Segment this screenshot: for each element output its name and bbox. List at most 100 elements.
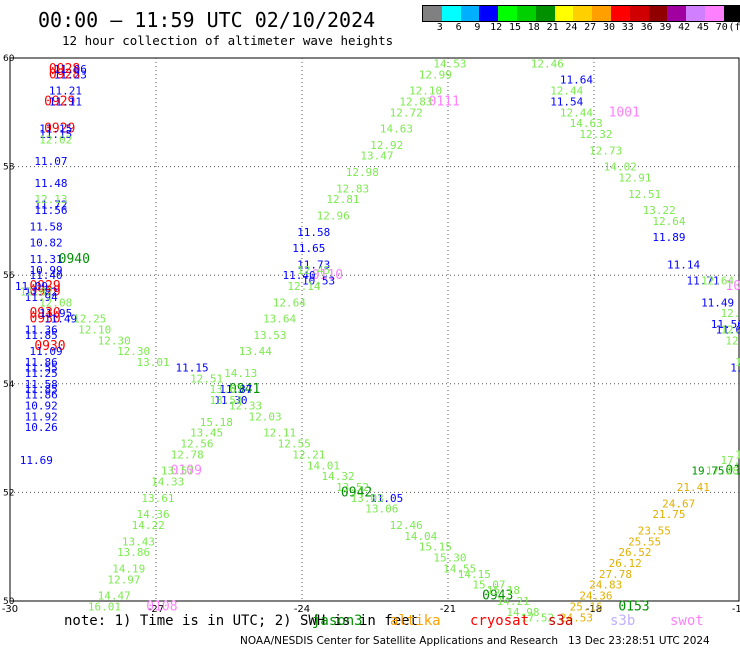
wave-height-label: 12.33 bbox=[229, 400, 262, 413]
wave-height-label: 12.19 bbox=[725, 334, 740, 347]
wave-height-label: 11.23 bbox=[54, 68, 87, 81]
colorbar-swatch bbox=[648, 6, 668, 21]
wave-height-label: 11.85 bbox=[25, 329, 58, 342]
wave-height-label: 12.21 bbox=[292, 448, 325, 461]
wave-height-label: 19.75 bbox=[691, 465, 724, 478]
wave-height-label: 11.14 bbox=[667, 258, 700, 271]
wave-height-label: 12.30 bbox=[98, 334, 131, 347]
wave-height-label: 14.33 bbox=[151, 476, 184, 489]
x-tick-label: -30 bbox=[2, 604, 18, 615]
pass-time-label: 0929 bbox=[29, 284, 60, 299]
wave-height-label: 11.25 bbox=[25, 367, 58, 380]
wave-height-label: 12.30 bbox=[721, 324, 740, 337]
wave-height-label: 12.73 bbox=[589, 144, 622, 157]
colorbar-label: 21 bbox=[546, 22, 559, 33]
wave-height-label: 12.92 bbox=[370, 139, 403, 152]
wave-height-label: 25.16 bbox=[570, 600, 603, 613]
pass-time-label: 0929 bbox=[44, 122, 75, 137]
wave-height-label: 17.28 bbox=[706, 465, 739, 478]
wave-height-label: 15.30 bbox=[433, 552, 466, 565]
wave-height-label: 11.11 bbox=[49, 95, 82, 108]
wave-height-label: 14.47 bbox=[98, 590, 131, 603]
wave-height-label: 11.21 bbox=[49, 85, 82, 98]
wave-height-label: 14.21 bbox=[497, 595, 530, 608]
wave-height-label: 11.87 bbox=[219, 383, 252, 396]
wave-height-label: 12.13 bbox=[34, 193, 67, 206]
wave-height-label: 12.98 bbox=[346, 166, 379, 179]
colorbar-label: 45 bbox=[696, 22, 710, 33]
satellite-swot: swot bbox=[670, 613, 704, 629]
colorbar-label: 27 bbox=[584, 22, 597, 33]
wave-height-label: 11.49 bbox=[701, 296, 734, 309]
pass-time-label: 0930 bbox=[29, 306, 60, 321]
pass-time-label: 0108 bbox=[146, 599, 177, 614]
wave-height-label: 12.55 bbox=[278, 438, 311, 451]
wave-height-label: 10.99 bbox=[29, 264, 62, 277]
wave-height-label: 12.30 bbox=[117, 345, 150, 358]
colorbar-label: 39 bbox=[659, 22, 672, 33]
wave-height-label: 10.53 bbox=[302, 275, 335, 288]
wave-height-label: 23.55 bbox=[638, 524, 671, 537]
wave-height-label: 11.58 bbox=[29, 220, 62, 233]
wave-height-label: 12.2 bbox=[735, 356, 740, 369]
pass-time-label: 0942 bbox=[341, 485, 372, 500]
pass-time-label: 0928 bbox=[49, 62, 80, 77]
colorbar-label: 42 bbox=[678, 22, 691, 33]
wave-height-label: 24.53 bbox=[560, 611, 593, 624]
wave-height-label: 11.15 bbox=[39, 128, 72, 141]
wave-height-label: 10.26 bbox=[25, 421, 58, 434]
colorbar-swatch bbox=[535, 6, 555, 21]
wave-height-label: 11.64 bbox=[560, 74, 593, 87]
colorbar-swatch bbox=[516, 6, 536, 21]
generated-timestamp: 13 Dec 23:28:51 UTC 2024 bbox=[568, 635, 710, 647]
wave-height-label: 12.83 bbox=[399, 95, 432, 108]
wave-height-label: 11.89 bbox=[652, 231, 685, 244]
colorbar-swatch bbox=[460, 6, 480, 21]
wave-height-label: 13.52 bbox=[336, 481, 369, 494]
wave-height-label: 12.56 bbox=[180, 438, 213, 451]
wave-height-label: 13.47 bbox=[360, 150, 393, 163]
wave-height-label: 12.91 bbox=[618, 171, 651, 184]
wave-height-label: 26.12 bbox=[609, 557, 642, 570]
wave-height-label: 25.55 bbox=[628, 535, 661, 548]
wave-height-label: 13.86 bbox=[117, 546, 150, 559]
wave-height-label: 13.53 bbox=[253, 329, 286, 342]
wave-height-label: 14.04 bbox=[404, 530, 437, 543]
wave-height-label: 11.55 bbox=[25, 362, 58, 375]
wave-height-label: 11.16 bbox=[730, 362, 740, 375]
wave-height-label: 11.92 bbox=[25, 410, 58, 423]
wave-height-label: 11.65 bbox=[292, 242, 325, 255]
pass-time-label: 0940 bbox=[59, 252, 90, 267]
wave-height-label: 11.15 bbox=[39, 123, 72, 136]
wave-height-label: 12.64 bbox=[701, 275, 734, 288]
wave-height-label: 12.03 bbox=[248, 410, 281, 423]
wave-height-label: 14.63 bbox=[570, 117, 603, 130]
wave-height-label: 12.25 bbox=[73, 313, 106, 326]
pass-time-label: 0941 bbox=[229, 382, 260, 397]
credit-line: NOAA/NESDIS Center for Satellite Applica… bbox=[240, 635, 710, 647]
pass-time-label: 0930 bbox=[34, 339, 65, 354]
colorbar-swatch bbox=[498, 6, 517, 21]
wave-height-label: 12.02 bbox=[39, 133, 72, 146]
wave-height-label: 10.92 bbox=[25, 400, 58, 413]
wave-height-label: 11.86 bbox=[25, 389, 58, 402]
colorbar-label: 33 bbox=[621, 22, 634, 33]
wave-height-label: 12.44 bbox=[550, 85, 583, 98]
wave-height-label: 13.61 bbox=[141, 492, 174, 505]
wave-height-label: 13.45 bbox=[190, 427, 223, 440]
wave-height-label: 11.69 bbox=[716, 324, 740, 337]
wave-height-label: 14.13 bbox=[224, 367, 257, 380]
wave-height-label: 27.78 bbox=[599, 568, 632, 581]
y-tick-label: 52 bbox=[3, 488, 14, 498]
wave-height-label: 12.32 bbox=[579, 128, 612, 141]
wave-height-label: 12.97 bbox=[107, 573, 140, 586]
satellite-altika: altika bbox=[390, 613, 441, 629]
wave-height-label: 12.46 bbox=[390, 519, 423, 532]
colorbar-label: 36 bbox=[640, 22, 653, 33]
y-tick-label: 50 bbox=[3, 597, 15, 607]
wave-height-label: 13.03 bbox=[351, 492, 384, 505]
wave-height-label: 12.10 bbox=[78, 324, 111, 337]
footer-note: note: 1) Time is in UTC; 2) SWH is in fe… bbox=[64, 613, 419, 629]
wave-height-label: 14.22 bbox=[132, 519, 165, 532]
wave-height-label: 14.32 bbox=[321, 470, 354, 483]
